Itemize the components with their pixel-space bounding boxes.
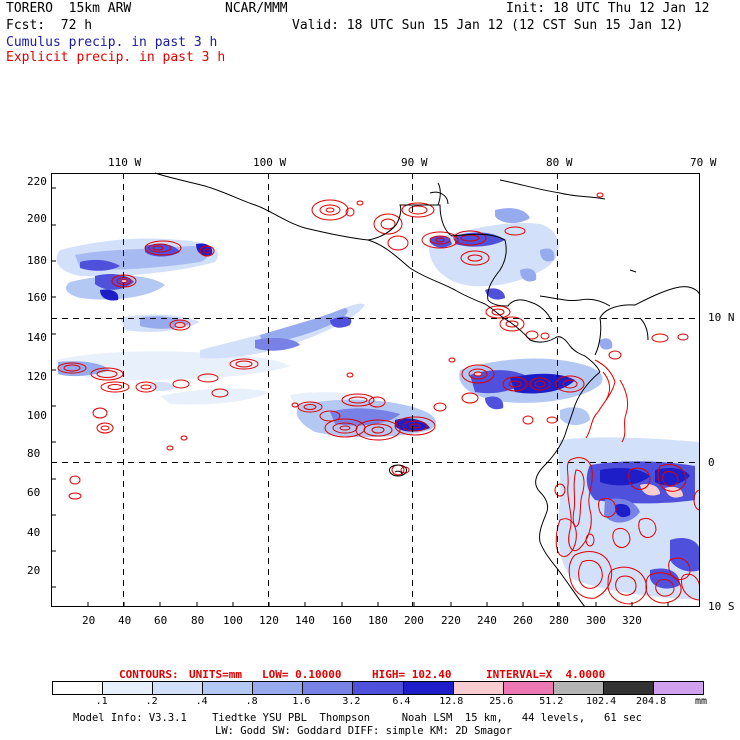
model-info-line2: LW: Godd SW: Goddard DIFF: simple KM: 2D… bbox=[215, 725, 513, 737]
cumulus-legend-label: Cumulus precip. in past 3 h bbox=[6, 35, 218, 50]
explicit-legend-label: Explicit precip. in past 3 h bbox=[6, 50, 226, 65]
x-tick: 200 bbox=[404, 614, 424, 627]
lon-label-90w: 90 W bbox=[401, 156, 428, 169]
init-time: Init: 18 UTC Thu 12 Jan 12 bbox=[506, 1, 710, 16]
lat-label-10n: 10 N bbox=[708, 311, 735, 324]
x-tick: 160 bbox=[332, 614, 352, 627]
coastlines bbox=[154, 172, 701, 608]
y-tick: 180 bbox=[27, 254, 47, 267]
lon-label-70w: 70 W bbox=[690, 156, 717, 169]
x-tick: 220 bbox=[441, 614, 461, 627]
legend-label: .8 bbox=[245, 696, 258, 707]
axis-ticks bbox=[51, 187, 669, 607]
legend-swatch bbox=[453, 682, 504, 694]
contour-interval: INTERVAL=X 4.0000 bbox=[486, 668, 606, 681]
explicit-precip-contours bbox=[57, 192, 700, 605]
forecast-hour: Fcst: 72 h bbox=[6, 18, 93, 33]
legend-label: 51.2 bbox=[539, 696, 564, 707]
legend-swatch bbox=[553, 682, 604, 694]
legend-label: .2 bbox=[145, 696, 158, 707]
x-tick: 120 bbox=[259, 614, 279, 627]
x-tick: 280 bbox=[549, 614, 569, 627]
lon-label-100w: 100 W bbox=[253, 156, 287, 169]
y-tick: 120 bbox=[27, 370, 47, 383]
model-name: TORERO 15km ARW bbox=[6, 1, 132, 16]
y-tick: 40 bbox=[27, 526, 41, 539]
legend-label: 102.4 bbox=[586, 696, 617, 707]
x-tick: 300 bbox=[586, 614, 606, 627]
x-tick: 80 bbox=[191, 614, 205, 627]
y-tick: 140 bbox=[27, 331, 47, 344]
legend-label: 12.8 bbox=[439, 696, 464, 707]
x-tick: 40 bbox=[118, 614, 132, 627]
legend-label: .1 bbox=[95, 696, 108, 707]
contour-low: LOW= 0.10000 bbox=[262, 668, 342, 681]
plot-frame bbox=[51, 173, 700, 607]
model-info-line1: Model Info: V3.3.1 Tiedtke YSU PBL Thomp… bbox=[73, 712, 642, 724]
y-tick: 60 bbox=[27, 486, 41, 499]
x-tick: 180 bbox=[368, 614, 388, 627]
y-tick: 220 bbox=[27, 175, 47, 188]
x-tick: 60 bbox=[154, 614, 168, 627]
x-tick: 140 bbox=[295, 614, 315, 627]
y-tick: 160 bbox=[27, 291, 47, 304]
y-tick: 80 bbox=[27, 447, 41, 460]
contour-high: HIGH= 102.40 bbox=[372, 668, 452, 681]
x-tick: 240 bbox=[477, 614, 497, 627]
lat-lon-grid bbox=[51, 173, 700, 607]
legend-swatch bbox=[153, 682, 204, 694]
x-tick: 260 bbox=[513, 614, 533, 627]
legend-swatch bbox=[303, 682, 354, 694]
contour-info-label: CONTOURS: bbox=[119, 668, 179, 681]
legend-swatch bbox=[253, 682, 304, 694]
legend-swatch bbox=[203, 682, 254, 694]
lat-label-0: 0 bbox=[708, 456, 715, 469]
legend-label: 3.2 bbox=[342, 696, 361, 707]
legend-swatch bbox=[603, 682, 654, 694]
legend-swatch bbox=[653, 682, 704, 694]
y-tick: 200 bbox=[27, 212, 47, 225]
legend-label: 6.4 bbox=[392, 696, 411, 707]
legend-labels: .1 .2 .4 .8 1.6 3.2 6.4 12.8 25.6 51.2 102.4 204.8 bbox=[52, 696, 702, 708]
color-legend bbox=[52, 681, 704, 695]
legend-swatch bbox=[403, 682, 454, 694]
valid-time: Valid: 18 UTC Sun 15 Jan 12 (12 CST Sun … bbox=[292, 18, 684, 33]
legend-label: 1.6 bbox=[292, 696, 311, 707]
x-tick: 320 bbox=[622, 614, 642, 627]
legend-swatch bbox=[53, 682, 104, 694]
legend-label: 25.6 bbox=[489, 696, 514, 707]
y-tick: 20 bbox=[27, 564, 41, 577]
y-tick: 100 bbox=[27, 409, 47, 422]
lon-label-110w: 110 W bbox=[108, 156, 142, 169]
x-tick: 100 bbox=[223, 614, 243, 627]
legend-swatch bbox=[103, 682, 154, 694]
legend-swatch bbox=[503, 682, 554, 694]
legend-label: 204.8 bbox=[636, 696, 667, 707]
organization: NCAR/MMM bbox=[225, 1, 288, 16]
x-tick: 20 bbox=[82, 614, 96, 627]
legend-label: .4 bbox=[195, 696, 208, 707]
legend-unit: mm bbox=[695, 696, 708, 707]
legend-swatch bbox=[353, 682, 404, 694]
lat-label-10s: 10 S bbox=[708, 600, 735, 613]
contour-units: UNITS=mm bbox=[189, 668, 242, 681]
lon-label-80w: 80 W bbox=[546, 156, 573, 169]
